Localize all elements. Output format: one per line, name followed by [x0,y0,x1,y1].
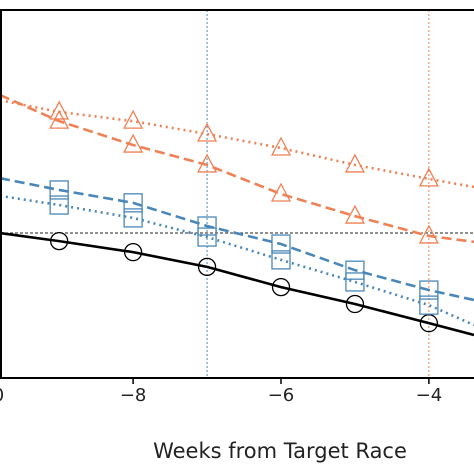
marker [49,109,70,129]
marker [271,234,291,254]
x-axis-label: Weeks from Target Race [153,439,407,463]
marker [49,180,69,200]
series-line [0,231,474,337]
marker [271,277,291,297]
marker [196,122,218,142]
marker [345,272,365,292]
marker [123,208,143,228]
marker [270,136,292,156]
x-tick-label: −4 [416,385,443,406]
marker [197,216,217,236]
plot-frame [0,9,474,379]
marker [197,227,217,247]
marker [123,193,143,213]
marker [49,100,70,120]
series-line [0,194,474,327]
marker [50,231,69,251]
marker [418,167,439,187]
x-tick-label: −10 [0,385,4,406]
marker [419,280,439,300]
series-line [0,98,474,189]
marker [196,153,218,173]
marker [418,224,439,244]
x-tick-label: −8 [120,385,147,406]
series-line [0,176,474,302]
marker [123,109,144,129]
marker [271,250,291,270]
marker [197,257,217,277]
series-line [0,93,474,244]
marker [344,153,366,173]
marker [123,133,144,153]
marker [123,242,143,262]
marker [419,295,439,315]
marker [345,260,365,280]
marker [345,294,365,314]
marker [344,204,366,224]
x-tick-label: −6 [268,385,295,406]
marker [49,195,69,215]
marker [270,182,292,202]
